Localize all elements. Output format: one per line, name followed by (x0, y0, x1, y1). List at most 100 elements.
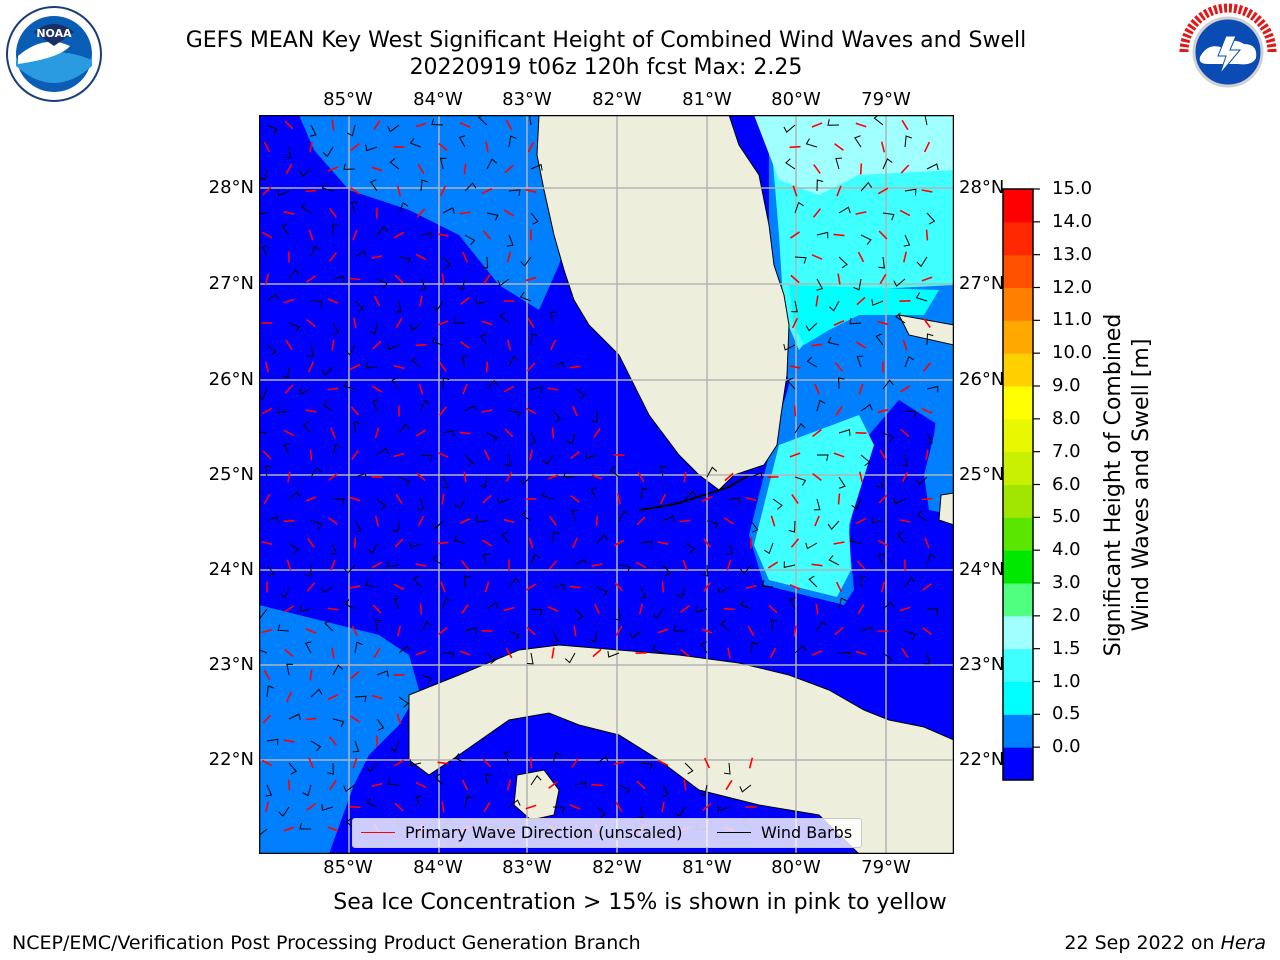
wave-direction-arrow (901, 119, 909, 131)
wave-direction-arrow (793, 625, 797, 637)
wave-direction-arrow (264, 361, 270, 373)
sea-field-2.0-3.0-north (754, 115, 954, 195)
wave-direction-arrow (811, 254, 823, 260)
wave-direction-arrow (328, 252, 338, 262)
wave-direction-arrow (657, 628, 669, 634)
wind-barb (904, 355, 915, 368)
wind-barb (464, 795, 473, 808)
wave-direction-arrow (329, 208, 337, 218)
wave-direction-arrow (682, 559, 688, 571)
wind-barb (838, 256, 848, 269)
nws-logo (1179, 3, 1277, 100)
wind-barb (343, 381, 356, 390)
wind-barb (486, 601, 499, 610)
wind-barb (302, 784, 312, 797)
wind-barb (299, 605, 312, 613)
wind-barb (916, 256, 928, 268)
wind-barb (299, 388, 312, 395)
wave-direction-arrow (393, 364, 405, 370)
wind-barb (508, 799, 521, 808)
wind-barb (684, 490, 697, 500)
wave-direction-arrow (485, 141, 489, 153)
wind-barb (299, 822, 312, 830)
wave-direction-arrow (437, 761, 449, 765)
wave-direction-arrow (855, 341, 867, 349)
wind-barb (590, 487, 598, 500)
wind-barb (596, 586, 608, 597)
wind-barb (838, 651, 851, 659)
wind-barb (439, 157, 447, 170)
wave-direction-arrow (657, 541, 669, 545)
wave-direction-arrow (393, 452, 405, 458)
wave-direction-arrow (812, 473, 822, 481)
lat-tick-left-23: 23°N (208, 654, 254, 675)
lat-tick-left-26: 26°N (208, 369, 254, 390)
wind-barb (783, 124, 796, 133)
colorbar-segment (1003, 583, 1033, 617)
wave-direction-arrow (921, 407, 933, 415)
wind-barb (265, 465, 272, 478)
wave-direction-arrow (789, 452, 801, 458)
wind-barb (280, 586, 290, 599)
wave-direction-arrow (283, 605, 295, 613)
wind-barb (354, 641, 363, 654)
wave-direction-arrow (506, 251, 512, 263)
wave-direction-arrow (899, 209, 911, 217)
wind-barb (481, 256, 489, 269)
wave-direction-arrow (263, 669, 271, 681)
wind-barb (571, 509, 579, 522)
wave-direction-arrow (790, 538, 800, 548)
wind-barb (432, 554, 444, 566)
wave-direction-arrow (396, 185, 402, 197)
wave-direction-arrow (815, 295, 819, 307)
wind-barb (529, 115, 536, 126)
wave-direction-arrow (835, 581, 843, 593)
footer-date-text: 22 Sep 2022 on (1064, 932, 1221, 954)
grand-bahama (898, 314, 954, 346)
wave-direction-arrow (330, 427, 336, 439)
lat-tick-right-24: 24°N (959, 559, 1005, 580)
wave-direction-arrow (504, 428, 514, 438)
wind-barb (398, 423, 410, 434)
wind-barb (301, 202, 312, 214)
wave-direction-arrow (327, 826, 339, 832)
wave-direction-arrow (331, 647, 335, 659)
wave-direction-arrow (922, 362, 932, 372)
wind-barb (310, 740, 322, 752)
wind-barb (750, 641, 759, 654)
wave-direction-arrow (441, 273, 445, 285)
wave-direction-arrow (859, 163, 863, 175)
wind-barb (552, 583, 565, 591)
wind-barb (442, 377, 450, 390)
wind-barb (609, 465, 620, 478)
wind-barb (618, 564, 631, 573)
wind-barb (369, 322, 378, 335)
wind-barb (304, 564, 312, 577)
wind-barb (479, 476, 488, 489)
wind-barb (794, 256, 807, 264)
wave-direction-arrow (724, 472, 734, 482)
wave-direction-arrow (306, 318, 316, 328)
wave-direction-arrow (525, 188, 537, 194)
wave-direction-arrow (481, 409, 493, 413)
wave-direction-arrow (305, 409, 317, 413)
wind-barb (926, 432, 933, 445)
wind-barb (352, 740, 360, 753)
wind-barb (288, 713, 301, 721)
wave-direction-arrow (459, 517, 471, 525)
colorbar-segment (1003, 517, 1033, 551)
wind-barb (508, 189, 521, 196)
wave-direction-arrow (637, 471, 645, 483)
wave-direction-arrow (789, 231, 801, 239)
wind-barb (717, 804, 730, 812)
colorbar-tick-label: 3.0 (1052, 572, 1081, 593)
wind-barb (639, 586, 647, 599)
wave-direction-arrow (393, 583, 405, 591)
wave-direction-arrow (591, 474, 603, 480)
wind-barb (322, 400, 334, 412)
wave-direction-arrow (306, 803, 316, 811)
wind-barb (262, 245, 269, 258)
wave-direction-arrow (437, 541, 449, 545)
wave-direction-arrow (815, 603, 819, 615)
wind-barb (607, 651, 620, 658)
